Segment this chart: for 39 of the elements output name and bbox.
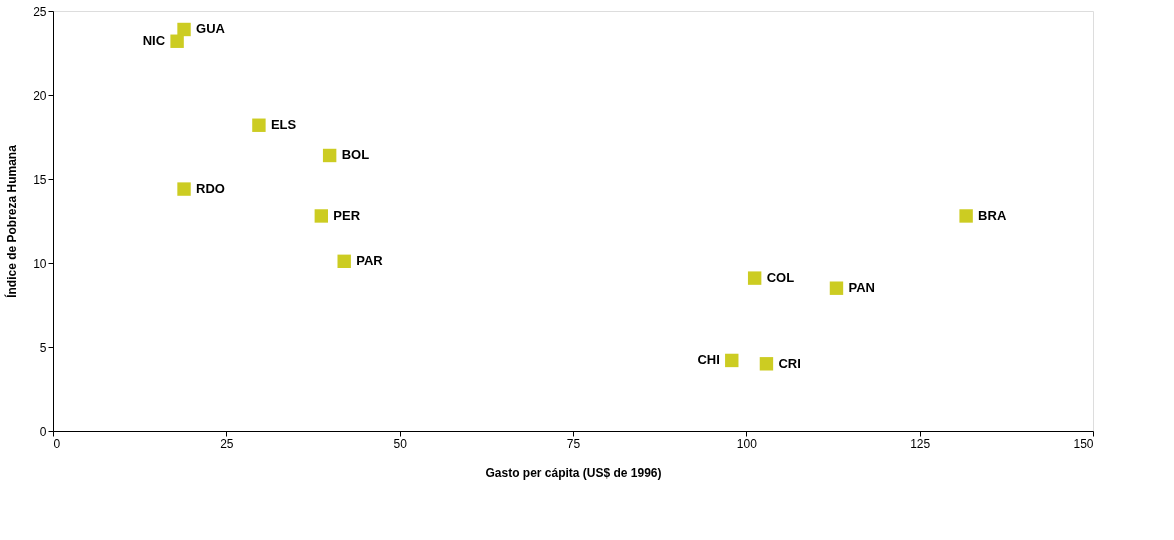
annotation: PER (333, 207, 361, 223)
annotation: BOL (341, 147, 370, 163)
annotation: CHI (697, 352, 720, 368)
annotation: NIC (142, 33, 166, 49)
x-tick-label: 0 (53, 436, 61, 451)
point (252, 118, 266, 132)
annotation: GUA (196, 21, 226, 37)
point (322, 148, 337, 163)
point (314, 209, 329, 223)
point (725, 353, 739, 368)
annotation: RDO (196, 181, 225, 197)
annotation: PAR (356, 253, 384, 269)
point (747, 271, 762, 285)
annotation: BRA (978, 207, 1007, 223)
y-axis-title: Índice de Pobreza Humana (4, 144, 20, 298)
point (170, 34, 184, 48)
y-tick-label: 15 (33, 172, 47, 187)
x-tick-label: 25 (220, 436, 234, 451)
point (829, 281, 844, 295)
point (177, 22, 191, 37)
x-tick-label: 125 (910, 436, 931, 451)
y-tick-label: 10 (33, 256, 47, 271)
annotation: PAN (848, 280, 875, 296)
point (177, 182, 191, 196)
y-tick-label: 5 (39, 340, 47, 355)
x-tick-label: 100 (736, 436, 758, 451)
annotation: ELS (270, 117, 297, 133)
point (959, 209, 973, 223)
y-tick-label: 25 (33, 4, 47, 19)
x-tick-label: 50 (393, 436, 408, 451)
y-tick-label: 0 (39, 424, 47, 439)
annotation: CRI (778, 355, 801, 371)
annotation: COL (766, 270, 795, 286)
point (337, 254, 351, 269)
x-axis-title: Gasto per cápita (US$ de 1996) (485, 465, 662, 480)
x-tick-label: 150 (1073, 436, 1094, 451)
point (759, 357, 774, 371)
y-tick-label: 20 (33, 88, 47, 103)
x-tick-label: 75 (566, 436, 581, 451)
